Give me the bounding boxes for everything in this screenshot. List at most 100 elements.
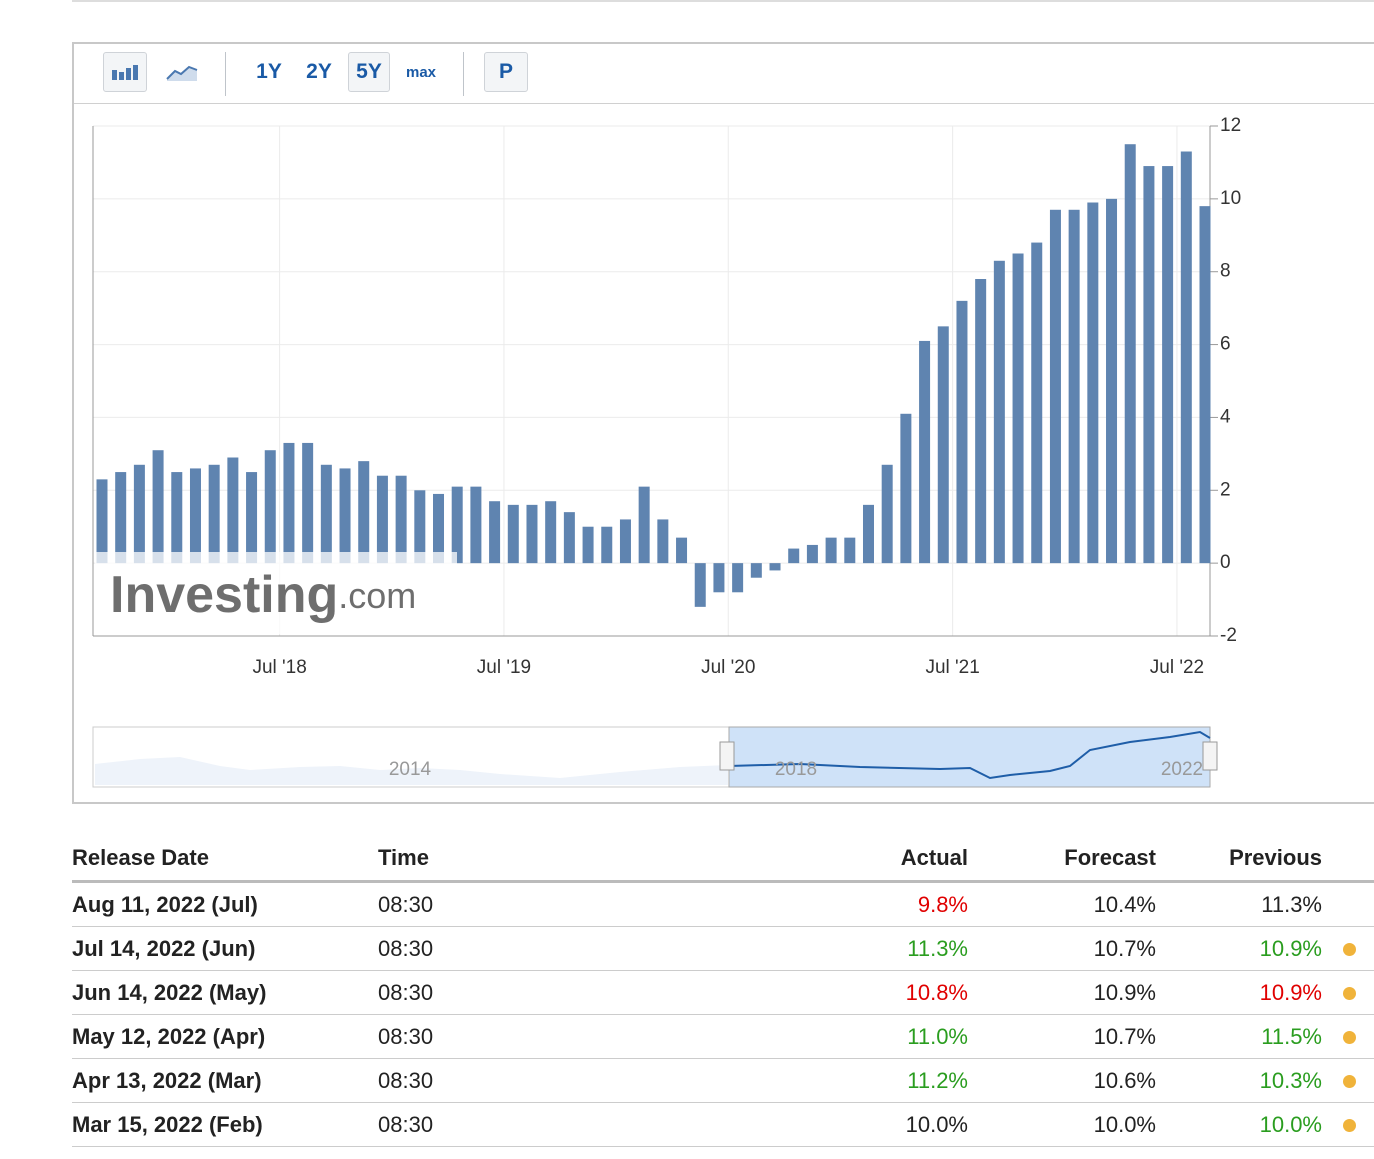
chart-panel: [72, 42, 1374, 804]
forecast: 10.0%: [968, 1102, 1156, 1147]
bar: [732, 563, 744, 593]
release-time: 08:30: [378, 1014, 678, 1059]
navigator-handle[interactable]: [1202, 741, 1218, 771]
range-button[interactable]: 5Y: [348, 52, 390, 92]
range-button[interactable]: 1Y: [256, 60, 282, 83]
bar: [1180, 151, 1192, 564]
bar: [545, 501, 557, 564]
bar: [489, 501, 501, 564]
bar-icon: [112, 65, 138, 80]
column-header: Previous: [1156, 836, 1322, 883]
bar: [526, 504, 538, 564]
header-row: Release Date Time Actual Forecast Previous: [72, 836, 1374, 883]
column-header: Release Date: [72, 836, 378, 883]
actual: 10.0%: [678, 1102, 968, 1147]
revised-indicator: [1343, 1030, 1356, 1044]
bar: [451, 486, 463, 564]
release-date: Jul 14, 2022 (Jun): [72, 926, 378, 971]
release-time: 08:30: [378, 926, 678, 971]
bar: [676, 537, 688, 564]
x-tick-label: Jul '21: [925, 657, 979, 678]
bar: [1068, 209, 1080, 564]
y-tick-label: 10: [1220, 188, 1241, 209]
previous: 10.3%: [1156, 1058, 1322, 1103]
separator: [463, 52, 464, 96]
x-tick-label: Jul '22: [1150, 657, 1204, 678]
navigator-handle[interactable]: [719, 741, 735, 771]
y-tick-label: -2: [1220, 625, 1237, 646]
bar: [619, 519, 631, 564]
bar: [189, 468, 201, 564]
bar: [769, 563, 781, 571]
range-button[interactable]: 2Y: [306, 60, 332, 83]
line-chart-button[interactable]: [160, 52, 204, 92]
y-tick-label: 4: [1220, 406, 1231, 427]
release-date: Jun 14, 2022 (May): [72, 970, 378, 1015]
forecast: 10.4%: [968, 881, 1156, 927]
release-date: Apr 13, 2022 (Mar): [72, 1058, 378, 1103]
forecast: 10.7%: [968, 926, 1156, 971]
bar: [376, 475, 388, 564]
previous: 11.5%: [1156, 1014, 1322, 1059]
y-tick-label: 6: [1220, 334, 1231, 355]
navigator-selection: [728, 726, 1211, 788]
bar: [1012, 253, 1024, 564]
range-button[interactable]: max: [405, 63, 437, 81]
column-header-spacer: [1322, 836, 1374, 883]
forecast: 10.9%: [968, 970, 1156, 1015]
navigator-history: [95, 757, 728, 785]
revised-cell: [1322, 1014, 1374, 1059]
data-table: Release Date Time Actual Forecast Previous A…: [72, 836, 1374, 1147]
revised-cell: [1322, 970, 1374, 1015]
revised-indicator: [1343, 1074, 1356, 1088]
y-tick-label: 12: [1220, 115, 1241, 136]
previous: 10.0%: [1156, 1102, 1322, 1147]
revised-indicator: [1343, 1118, 1356, 1132]
bar: [601, 526, 613, 564]
y-tick-label: 8: [1220, 261, 1231, 282]
bar: [881, 464, 893, 564]
bar: [713, 563, 725, 593]
revised-cell: [1322, 881, 1374, 927]
bar: [283, 442, 295, 564]
release-time: 08:30: [378, 881, 678, 927]
bar: [844, 537, 856, 564]
bar: [919, 340, 931, 564]
watermark-brand: Investing: [110, 566, 338, 624]
revised-cell: [1322, 926, 1374, 971]
bar: [264, 450, 276, 564]
table-row: Jul 14, 2022 (Jun) 08:30 11.3% 10.7% 10.9%: [72, 926, 1374, 971]
navigator-label: 2018: [775, 759, 817, 780]
table-row: Apr 13, 2022 (Mar) 08:30 11.2% 10.6% 10.3%: [72, 1058, 1374, 1103]
release-time: 08:30: [378, 1102, 678, 1147]
watermark-suffix: .com: [338, 575, 416, 616]
print-button[interactable]: P: [484, 52, 528, 92]
bar: [1087, 202, 1099, 564]
bar: [937, 326, 949, 564]
bar: [115, 472, 127, 564]
actual: 11.0%: [678, 1014, 968, 1059]
x-tick-label: Jul '18: [252, 657, 306, 678]
bar: [1162, 166, 1174, 564]
forecast: 10.7%: [968, 1014, 1156, 1059]
bar: [975, 279, 987, 564]
table-row: Aug 11, 2022 (Jul) 08:30 9.8% 10.4% 11.3%: [72, 881, 1374, 927]
separator: [225, 52, 226, 96]
bar: [96, 479, 108, 564]
bar: [1124, 144, 1136, 564]
bar: [750, 563, 762, 578]
line-icon: [166, 65, 198, 81]
bar: [694, 563, 706, 607]
previous: 10.9%: [1156, 926, 1322, 971]
bar: [171, 472, 183, 564]
bar-chart-button[interactable]: [103, 52, 147, 92]
bar: [339, 468, 351, 564]
table-row: Jun 14, 2022 (May) 08:30 10.8% 10.9% 10.9%: [72, 970, 1374, 1015]
navigator-line: [728, 730, 1211, 780]
navigator-label: 2022: [1161, 759, 1203, 780]
table-row: May 12, 2022 (Apr) 08:30 11.0% 10.7% 11.5%: [72, 1014, 1374, 1059]
bar: [414, 490, 426, 564]
toolbar-rule: [74, 103, 1374, 104]
bar: [900, 413, 912, 564]
bar: [563, 512, 575, 564]
